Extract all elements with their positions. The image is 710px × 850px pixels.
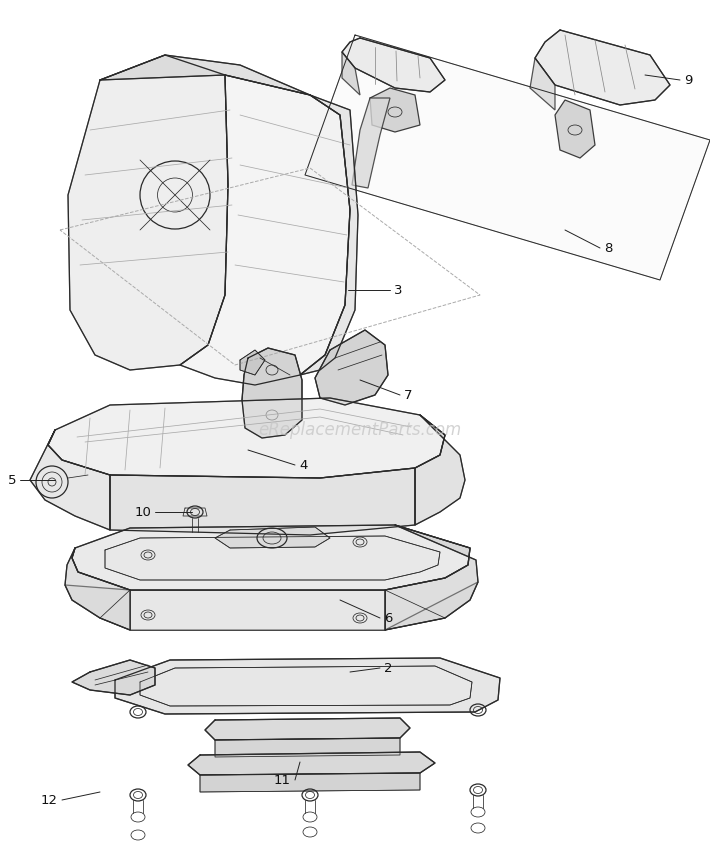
Polygon shape: [240, 350, 265, 375]
Polygon shape: [342, 38, 445, 92]
Polygon shape: [72, 525, 470, 590]
Polygon shape: [65, 582, 478, 630]
Polygon shape: [72, 660, 155, 695]
Text: 2: 2: [384, 661, 393, 675]
Text: 10: 10: [134, 506, 151, 518]
Polygon shape: [30, 430, 110, 530]
Polygon shape: [140, 666, 472, 706]
Polygon shape: [200, 773, 420, 792]
Polygon shape: [415, 415, 465, 525]
Text: 11: 11: [274, 774, 291, 786]
Text: eReplacementParts.com: eReplacementParts.com: [258, 421, 462, 439]
Text: 7: 7: [404, 388, 413, 401]
Polygon shape: [68, 55, 228, 370]
Polygon shape: [242, 348, 302, 438]
Text: 3: 3: [394, 284, 403, 297]
Polygon shape: [530, 58, 555, 110]
Polygon shape: [370, 88, 420, 132]
Text: 6: 6: [384, 611, 393, 625]
Polygon shape: [115, 658, 500, 714]
Polygon shape: [385, 525, 478, 630]
Text: 4: 4: [299, 458, 307, 472]
Polygon shape: [315, 330, 388, 405]
Polygon shape: [65, 548, 130, 630]
Polygon shape: [300, 95, 358, 375]
Text: 12: 12: [41, 794, 58, 807]
Text: 9: 9: [684, 73, 692, 87]
Polygon shape: [215, 738, 400, 757]
Polygon shape: [535, 30, 670, 105]
Polygon shape: [180, 75, 350, 385]
Polygon shape: [188, 752, 435, 775]
Text: 8: 8: [604, 241, 612, 254]
Text: 5: 5: [8, 473, 16, 486]
Polygon shape: [555, 100, 595, 158]
Polygon shape: [110, 468, 415, 535]
Polygon shape: [100, 55, 310, 95]
Polygon shape: [342, 52, 360, 95]
Polygon shape: [305, 35, 710, 280]
Polygon shape: [205, 718, 410, 740]
Polygon shape: [352, 98, 390, 188]
Polygon shape: [105, 536, 440, 580]
Polygon shape: [48, 398, 445, 478]
Polygon shape: [215, 527, 330, 548]
